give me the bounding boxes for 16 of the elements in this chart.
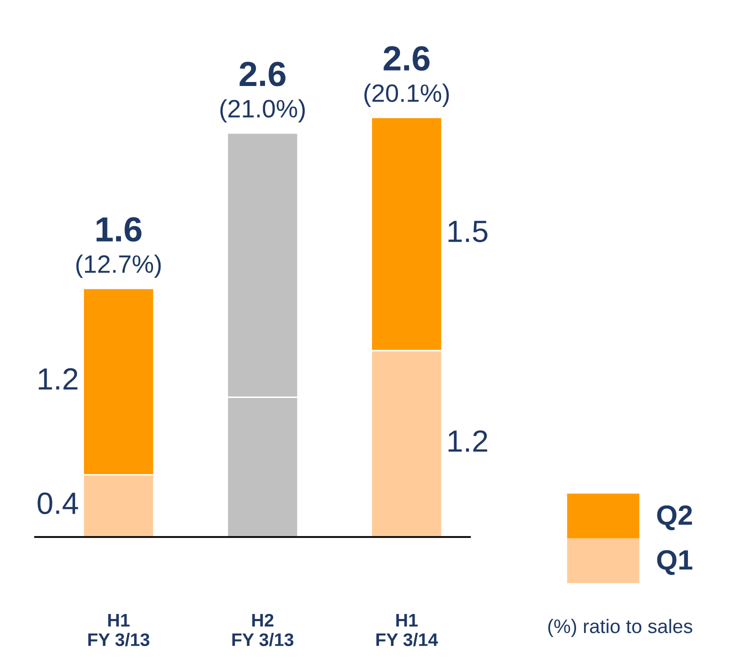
annotation: (12.7%) — [76, 254, 161, 278]
data-label: 1.2 — [448, 430, 488, 452]
total-label: 2.6 — [384, 46, 430, 71]
legend-label: Q2 — [657, 505, 692, 530]
x-tick-label: H1 FY 3/14 — [376, 614, 438, 646]
text: (20.1%) — [364, 84, 449, 107]
data-label: 0.4 — [38, 492, 78, 514]
data-label: 1.2 — [38, 368, 78, 390]
text: (%) ratio to sales — [548, 618, 692, 638]
total-label: 2.6 — [240, 62, 286, 86]
data-label: 1.5 — [448, 220, 488, 242]
x-tick-label: H1 FY 3/13 — [88, 614, 150, 646]
annotation: (21.0%) — [220, 99, 305, 123]
total-label: 1.6 — [96, 217, 142, 242]
legend-label: Q1 — [657, 550, 692, 575]
x-tick-label: H2 FY 3/13 — [232, 614, 294, 646]
